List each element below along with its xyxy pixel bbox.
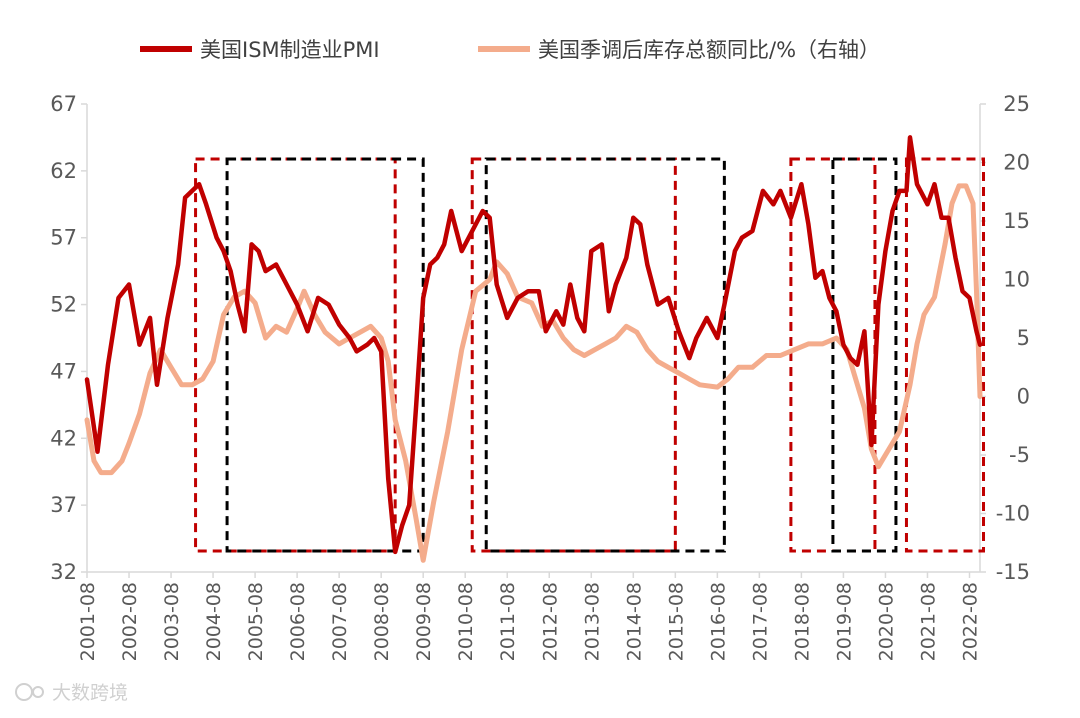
right-axis-ticks: -15 -10 -5 0 5 10 15 20 25: [980, 92, 1030, 584]
series-lines: [84, 135, 983, 563]
x-tick-label: 2005-08: [245, 582, 267, 661]
x-tick-label: 2008-08: [371, 582, 393, 661]
x-tick-label: 2017-08: [749, 582, 771, 661]
x-tick-label: 2011-08: [497, 582, 519, 661]
x-tick-label: 2004-08: [203, 582, 225, 661]
highlight-box-black: [831, 157, 898, 553]
x-tick-label: 2009-08: [413, 582, 435, 661]
left-tick-label: 37: [50, 493, 77, 517]
left-tick-label: 67: [50, 92, 77, 116]
left-tick-label: 57: [50, 226, 77, 250]
x-tick-label: 2006-08: [287, 582, 309, 661]
left-tick-label: 42: [50, 426, 77, 450]
x-tick-label: 2010-08: [455, 582, 477, 661]
highlight-box-red: [470, 157, 677, 553]
left-tick-label: 47: [50, 359, 77, 383]
watermark-logo-icon: [15, 683, 33, 701]
right-tick-label: 0: [1017, 385, 1030, 409]
watermark: 大数跨境: [15, 682, 128, 704]
right-tick-label: 10: [1003, 268, 1030, 292]
x-tick-label: 2019-08: [833, 582, 855, 661]
x-tick-label: 2002-08: [119, 582, 141, 661]
x-tick-label: 2012-08: [539, 582, 561, 661]
legend-label-inventory: 美国季调后库存总额同比/%（右轴）: [538, 38, 880, 62]
x-tick-label: 2014-08: [623, 582, 645, 661]
x-axis-ticks: 2001-08 2002-08 2003-08 2004-08 2005-08 2006-…: [77, 572, 981, 661]
x-tick-label: 2016-08: [707, 582, 729, 661]
right-tick-label: 5: [1017, 326, 1030, 350]
legend-label-pmi: 美国ISM制造业PMI: [200, 38, 380, 62]
x-tick-label: 2022-08: [959, 582, 981, 661]
highlight-box-black: [225, 157, 425, 553]
left-tick-label: 62: [50, 159, 77, 183]
right-tick-label: 25: [1003, 92, 1030, 116]
right-tick-label: -5: [1009, 443, 1030, 467]
x-tick-label: 2013-08: [581, 582, 603, 661]
right-tick-label: -10: [996, 502, 1030, 526]
axes: [86, 104, 981, 573]
x-tick-label: 2007-08: [329, 582, 351, 661]
legend: 美国ISM制造业PMI 美国季调后库存总额同比/%（右轴）: [140, 38, 880, 62]
watermark-text: 大数跨境: [52, 682, 128, 704]
left-tick-label: 32: [50, 560, 77, 584]
x-tick-label: 2018-08: [791, 582, 813, 661]
x-tick-label: 2020-08: [875, 582, 897, 661]
highlight-box-red: [194, 157, 397, 553]
x-tick-label: 2021-08: [917, 582, 939, 661]
left-tick-label: 52: [50, 293, 77, 317]
series-line-inventory: [84, 183, 983, 563]
watermark-logo-dot-icon: [32, 686, 44, 698]
right-tick-label: 20: [1003, 151, 1030, 175]
x-tick-label: 2015-08: [665, 582, 687, 661]
x-tick-label: 2001-08: [77, 582, 99, 661]
x-tick-label: 2003-08: [161, 582, 183, 661]
series-line-pmi: [84, 135, 983, 555]
right-tick-label: -15: [996, 560, 1030, 584]
left-axis-ticks: 32 37 42 47 52 57 62 67: [50, 92, 87, 584]
highlight-boxes: [194, 157, 986, 553]
right-tick-label: 15: [1003, 209, 1030, 233]
highlight-box-red: [904, 157, 986, 553]
